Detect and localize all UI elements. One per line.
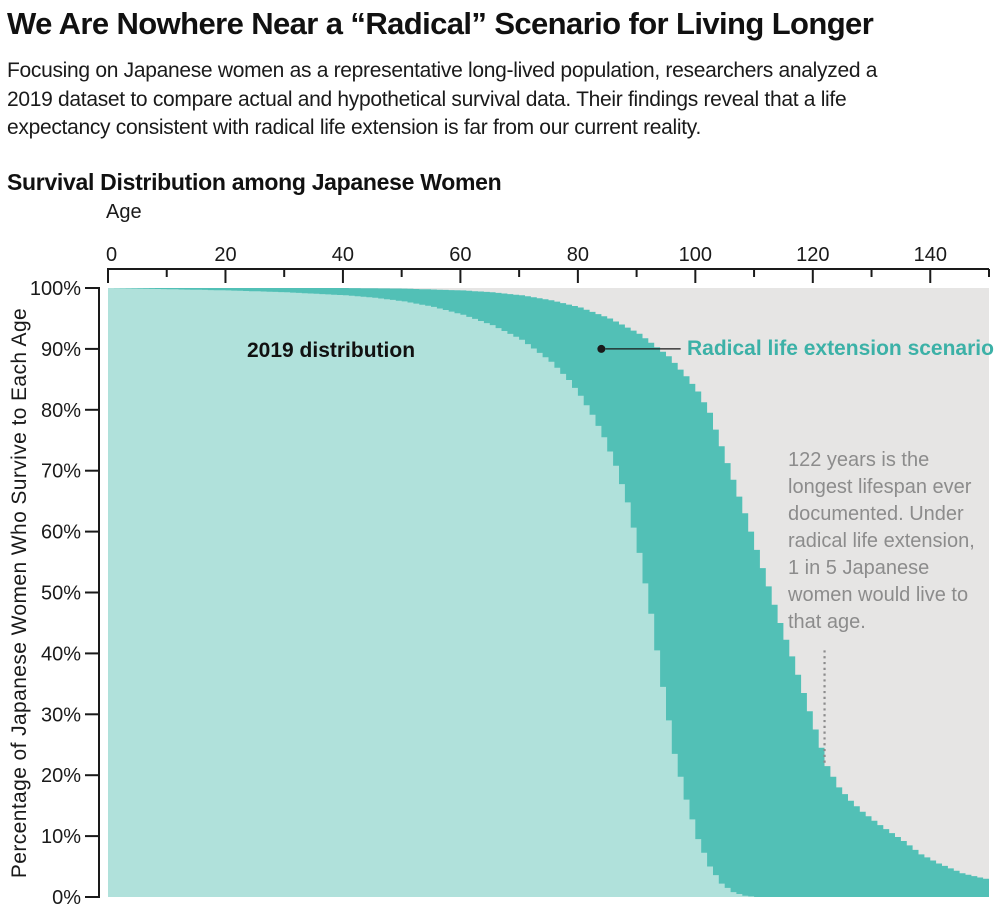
x-axis-tick-label: 0	[106, 244, 117, 266]
x-axis-tick-label: 120	[796, 244, 829, 266]
series-label-2019-distribution: 2019 distribution	[246, 339, 416, 362]
x-axis-tick-label: 100	[679, 244, 712, 266]
page-subtitle: Focusing on Japanese women as a represen…	[7, 59, 878, 139]
y-axis-tick-label: 20%	[41, 765, 81, 787]
x-axis-tick-label: 20	[214, 244, 236, 266]
y-axis-tick-label: 70%	[41, 461, 81, 483]
x-axis-tick-label: 140	[914, 244, 947, 266]
y-axis-tick-label: 80%	[41, 400, 81, 422]
x-axis-tick-label: 80	[567, 244, 589, 266]
y-axis-tick-label: 100%	[30, 278, 81, 300]
y-axis-tick-label: 90%	[41, 339, 81, 361]
page-title: We Are Nowhere Near a “Radical” Scenario…	[7, 6, 874, 41]
y-axis-tick-label: 0%	[52, 887, 81, 909]
y-axis-tick-label: 40%	[41, 643, 81, 665]
annotation-122-years: 122 years is the longest lifespan ever d…	[788, 449, 975, 633]
x-axis-title: Age	[106, 201, 142, 223]
chart-title: Survival Distribution among Japanese Wom…	[7, 169, 502, 195]
y-axis-tick-label: 50%	[41, 583, 81, 605]
x-axis-tick-label: 60	[449, 244, 471, 266]
y-axis-tick-label: 30%	[41, 704, 81, 726]
y-axis-tick-label: 60%	[41, 522, 81, 544]
area-2019-distribution	[108, 288, 755, 897]
callout-dot	[597, 344, 606, 353]
x-axis-tick-label: 40	[332, 244, 354, 266]
y-axis-tick-label: 10%	[41, 826, 81, 848]
series-label-radical-life-extension: Radical life extension scenario	[687, 337, 994, 360]
